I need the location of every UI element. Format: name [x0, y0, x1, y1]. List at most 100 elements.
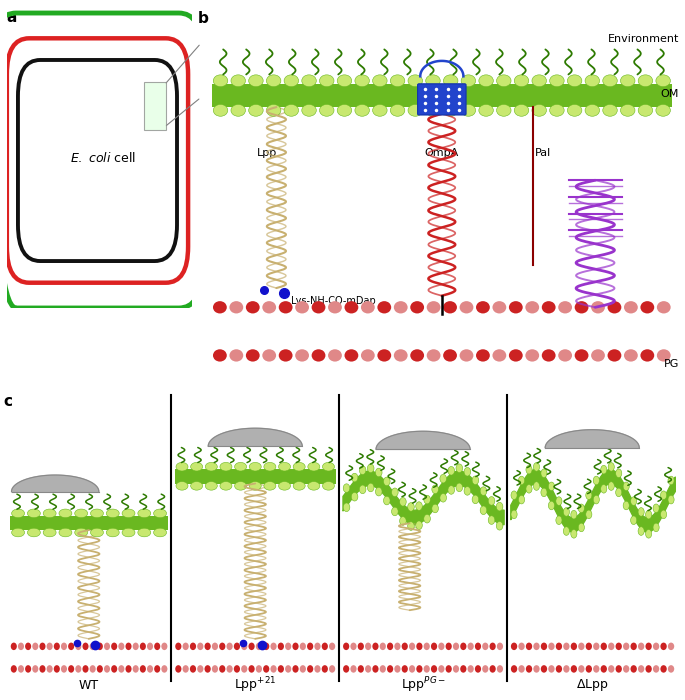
Ellipse shape [182, 643, 189, 650]
Ellipse shape [394, 301, 408, 314]
Ellipse shape [350, 665, 357, 673]
Ellipse shape [82, 643, 88, 650]
Ellipse shape [621, 75, 635, 87]
Ellipse shape [509, 349, 523, 362]
Ellipse shape [586, 665, 592, 673]
Ellipse shape [431, 643, 437, 650]
Text: PG: PG [664, 359, 679, 370]
Ellipse shape [373, 75, 387, 87]
Ellipse shape [328, 349, 342, 362]
Ellipse shape [32, 643, 38, 650]
Ellipse shape [423, 643, 429, 650]
Polygon shape [208, 428, 302, 447]
Ellipse shape [213, 349, 227, 362]
Ellipse shape [11, 643, 17, 650]
Ellipse shape [645, 665, 652, 673]
Ellipse shape [432, 504, 438, 513]
Ellipse shape [453, 665, 459, 673]
Ellipse shape [511, 510, 517, 519]
Ellipse shape [493, 349, 506, 362]
Ellipse shape [456, 483, 462, 491]
Ellipse shape [18, 665, 24, 673]
Ellipse shape [623, 501, 630, 510]
Ellipse shape [571, 510, 577, 519]
Ellipse shape [645, 510, 651, 519]
Ellipse shape [241, 643, 247, 650]
Text: OM: OM [661, 89, 679, 99]
Ellipse shape [104, 643, 110, 650]
Ellipse shape [285, 665, 291, 673]
Ellipse shape [271, 643, 277, 650]
Ellipse shape [140, 643, 146, 650]
Ellipse shape [307, 643, 313, 650]
Ellipse shape [302, 75, 316, 87]
Ellipse shape [213, 75, 228, 87]
Ellipse shape [249, 643, 255, 650]
Ellipse shape [656, 75, 671, 87]
Ellipse shape [408, 104, 423, 116]
Ellipse shape [608, 301, 621, 314]
Ellipse shape [358, 643, 364, 650]
Text: OmpA: OmpA [425, 148, 459, 158]
Ellipse shape [361, 349, 375, 362]
Ellipse shape [578, 523, 584, 532]
Ellipse shape [219, 665, 225, 673]
Ellipse shape [460, 665, 466, 673]
Ellipse shape [623, 665, 630, 673]
Ellipse shape [525, 349, 539, 362]
Ellipse shape [206, 482, 217, 490]
Ellipse shape [190, 643, 196, 650]
Ellipse shape [75, 528, 88, 537]
Ellipse shape [43, 528, 56, 537]
Ellipse shape [575, 349, 588, 362]
Ellipse shape [373, 104, 387, 116]
FancyBboxPatch shape [144, 83, 166, 130]
Ellipse shape [496, 522, 503, 530]
Ellipse shape [384, 477, 390, 486]
Ellipse shape [61, 643, 67, 650]
Ellipse shape [90, 528, 103, 537]
Ellipse shape [343, 665, 349, 673]
Ellipse shape [279, 482, 290, 490]
Ellipse shape [345, 349, 358, 362]
Ellipse shape [519, 496, 525, 504]
Ellipse shape [284, 75, 299, 87]
Ellipse shape [656, 104, 671, 116]
Text: $\Delta$Lpp: $\Delta$Lpp [576, 678, 608, 694]
Ellipse shape [175, 665, 182, 673]
Ellipse shape [601, 643, 607, 650]
Ellipse shape [460, 301, 473, 314]
Ellipse shape [266, 104, 281, 116]
Ellipse shape [427, 349, 440, 362]
Ellipse shape [472, 495, 479, 504]
Ellipse shape [601, 466, 607, 474]
Ellipse shape [448, 486, 455, 494]
Ellipse shape [525, 301, 539, 314]
Ellipse shape [361, 301, 375, 314]
Ellipse shape [593, 476, 599, 485]
Ellipse shape [379, 643, 386, 650]
Ellipse shape [558, 349, 572, 362]
Ellipse shape [97, 643, 103, 650]
Ellipse shape [638, 75, 653, 87]
Text: Lys-NH-CO-mDap: Lys-NH-CO-mDap [290, 295, 375, 306]
Ellipse shape [631, 497, 637, 505]
Ellipse shape [624, 349, 638, 362]
Ellipse shape [586, 491, 592, 500]
Ellipse shape [464, 486, 471, 495]
Ellipse shape [25, 665, 32, 673]
Ellipse shape [586, 643, 592, 650]
Ellipse shape [212, 643, 218, 650]
Ellipse shape [190, 482, 203, 490]
Ellipse shape [443, 349, 457, 362]
Ellipse shape [345, 301, 358, 314]
Ellipse shape [603, 104, 617, 116]
Ellipse shape [229, 349, 243, 362]
Ellipse shape [542, 301, 556, 314]
Ellipse shape [408, 503, 414, 511]
Bar [175, 469, 336, 484]
Ellipse shape [27, 509, 40, 518]
Ellipse shape [425, 75, 440, 87]
Bar [212, 84, 672, 107]
Ellipse shape [106, 528, 119, 537]
